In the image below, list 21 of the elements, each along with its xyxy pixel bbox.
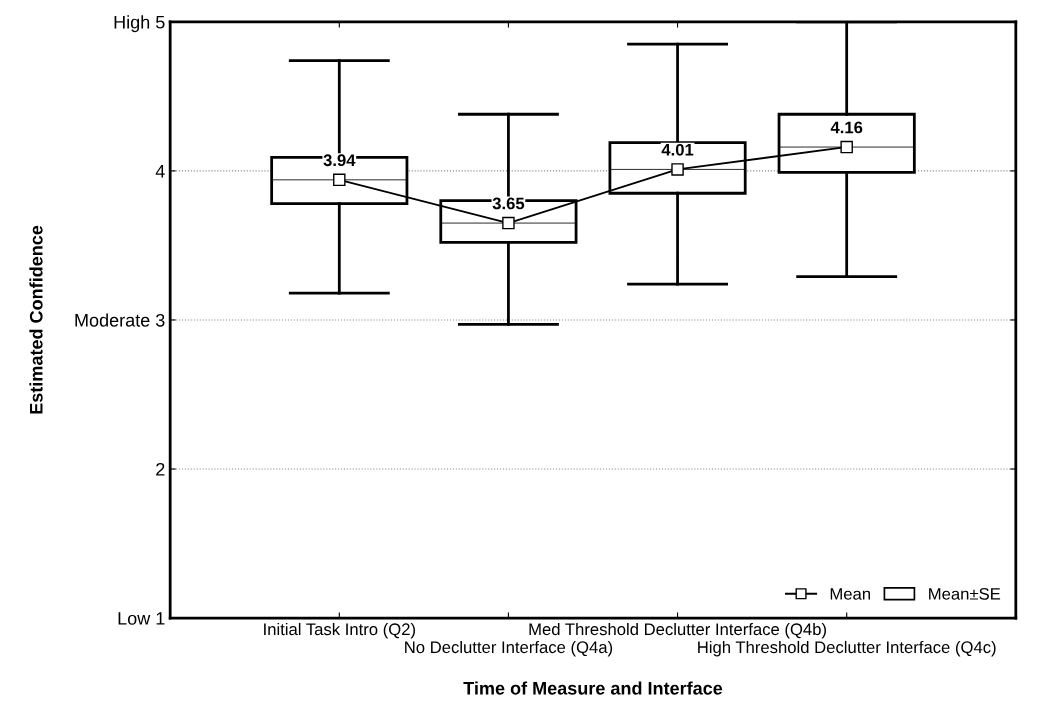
- legend-label: Mean: [830, 588, 870, 600]
- x-tick-label: No Declutter Interface (Q4a): [405, 640, 613, 657]
- y-tick-label: Low 1: [118, 612, 165, 625]
- point: [333, 173, 346, 187]
- legend-label: Mean±SE: [929, 587, 1001, 600]
- data-label: 4.16: [830, 121, 863, 134]
- x-tick-label: Med Threshold Declutter Interface (Q4b): [529, 622, 826, 639]
- y-axis-title: Estimated Confidence: [29, 225, 43, 414]
- x-axis-title: Time of Measure and Interface: [463, 681, 723, 695]
- y-tick-label: Moderate 3: [75, 313, 165, 327]
- point: [671, 163, 684, 176]
- data-label: 4.01: [661, 143, 694, 156]
- y-tick-label: High 5: [114, 15, 165, 33]
- point: [840, 140, 853, 154]
- data-label: 3.65: [492, 197, 525, 210]
- data-label: 3.94: [323, 154, 356, 167]
- y-tick-label: 2: [156, 462, 165, 476]
- y-tick-label: 4: [155, 165, 165, 178]
- x-tick-label: Initial Task Intro (Q2): [264, 622, 415, 639]
- x-tick-label: High Threshold Declutter Interface (Q4c): [698, 640, 996, 657]
- point: [502, 216, 515, 230]
